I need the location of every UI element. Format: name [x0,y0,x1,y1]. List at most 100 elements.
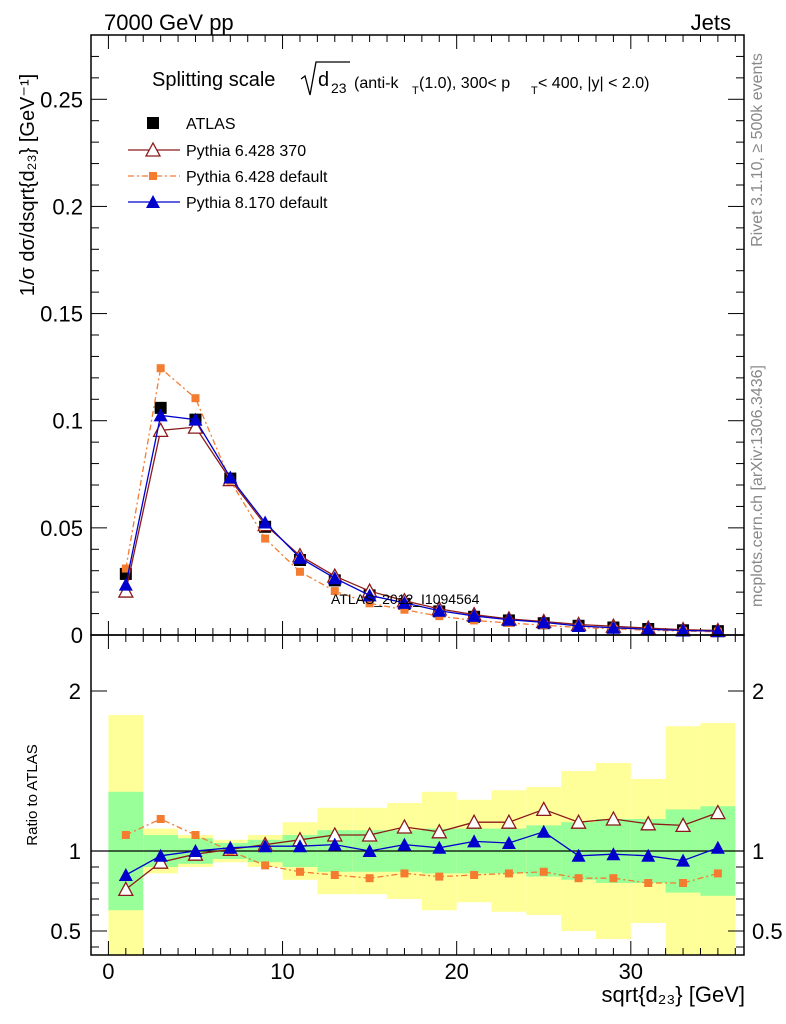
data-point [570,813,587,829]
title-selection-1: (anti-k [354,75,399,92]
title-selection-2: (1.0), 300< p [419,75,510,92]
data-point [327,837,342,851]
title-sqrt-body: d [318,69,329,91]
data-point [536,615,551,629]
data-point [365,599,374,608]
data-point [609,874,618,883]
data-point [223,470,238,484]
main-y-axis-label: 1/σ dσ/dsqrt{d₂₃} [GeV⁻¹] [17,74,39,296]
y-tick-label: 0.15 [40,302,83,327]
series-line [125,426,718,632]
data-point [605,810,622,826]
data-point [644,879,653,887]
legend: ATLAS Pythia 6.428 370 Pythia 6.428 defa… [128,116,328,212]
data-point [466,813,483,829]
data-point [153,408,168,422]
legend-marker-atlas [147,117,159,129]
ratio-series-group [117,801,726,897]
data-point [400,869,409,878]
data-point [400,605,409,614]
header-left-label: 7000 GeV pp [104,10,234,35]
x-tick-label: 10 [270,959,294,984]
legend-marker-py8-default [146,195,160,208]
main-axis-ticks: 0 0.05 0.1 0.15 0.2 0.25 [40,34,744,648]
data-point [188,412,203,426]
data-point [397,837,412,851]
ratio-y-tick-label-right: 0.5 [752,919,783,944]
sqrt-symbol [300,61,350,96]
title-selection-2-sub: T [531,85,538,97]
data-point [156,364,165,373]
y-tick-label: 0.25 [40,87,83,112]
x-tick-label: 0 [102,959,114,984]
data-point [292,550,307,564]
data-point [709,804,726,820]
data-point [396,818,413,834]
data-point [154,401,167,414]
data-point [435,872,444,881]
data-point [641,622,656,636]
data-point [117,881,134,897]
data-point [258,839,273,853]
ratio-y-axis-label: Ratio to ATLAS [24,744,41,845]
rivet-version-note: Rivet 3.1.10, ≥ 500k events [749,53,766,247]
y-tick-label: 0.1 [52,409,83,434]
main-series-group [117,364,726,638]
series-line [125,414,718,632]
title-selection-1-sub: T [412,85,419,97]
data-point [261,861,270,870]
data-point [330,871,339,879]
title-sqrt-sub: 23 [331,80,347,96]
data-point [676,623,691,637]
data-point [258,515,273,529]
data-point [118,868,133,881]
legend-marker-py6-default [149,172,157,180]
data-point [191,394,200,403]
ratio-plot-frame [90,634,745,956]
data-point [362,588,377,602]
ratio-uncertainty-bands [91,715,744,955]
plot-title: Splitting scale d 23 (anti-k T (1.0), 30… [152,61,650,97]
data-point [467,608,482,622]
data-point [330,587,339,596]
analysis-watermark: ATLAS_2012_I1094564 [331,591,480,607]
data-point [261,534,270,543]
data-point [504,869,513,878]
series-line [125,808,719,890]
data-point [121,564,130,573]
data-point [188,844,203,857]
ratio-y-tick-label-right: 2 [752,679,764,704]
data-point [292,839,307,853]
data-point [153,848,168,862]
data-point [571,619,586,632]
data-point [223,840,238,854]
header-right-label: Jets [691,10,731,35]
title-selection-3: < 400, |y| < 2.0) [538,75,650,92]
data-point [432,840,447,854]
x-tick-label: 30 [619,959,643,984]
data-point [156,815,165,823]
legend-marker-py6-370 [144,141,162,157]
data-point [397,595,412,609]
data-point [118,577,133,591]
data-point [606,620,621,634]
data-point [327,571,342,585]
data-point [121,831,130,839]
legend-label-py8-default: Pythia 8.170 default [186,195,328,212]
data-point [362,844,377,857]
data-point [536,824,551,838]
x-axis-label: sqrt{d₂₃} [GeV] [602,982,745,1007]
data-point [119,567,132,580]
mcplots-note: mcplots.cern.ch [arXiv:1306.3436] [749,365,766,607]
data-point [467,834,482,848]
ratio-axis-ticks: 0 10 20 30 0.5 0.5 1 1 2 2 [50,635,783,984]
y-tick-label: 0.2 [52,194,83,219]
data-point [574,874,583,883]
data-point [295,567,304,576]
data-point [501,612,516,626]
legend-label-py6-370: Pythia 6.428 370 [186,143,306,160]
ratio-y-tick-label: 2 [69,679,81,704]
data-point [606,847,621,861]
data-point [361,826,378,842]
